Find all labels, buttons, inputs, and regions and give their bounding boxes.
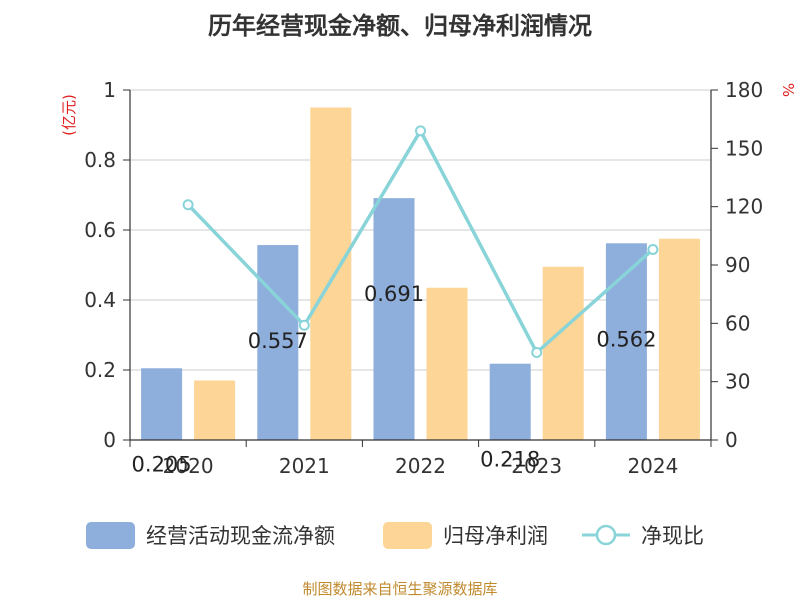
- bar-cashflow: [141, 368, 183, 440]
- x-tick-label: 2021: [279, 454, 330, 478]
- ratio-point: [531, 347, 543, 358]
- axes: 0 0.2 0.4 0.6 0.8 1 0 30 60 90 120 150 180 2020 2021 20…: [60, 78, 797, 478]
- x-tick-label: 2022: [395, 454, 446, 478]
- ratio-point: [298, 319, 310, 331]
- y2-tick-label: 0: [725, 428, 738, 452]
- ratio-point: [182, 199, 194, 211]
- legend-swatch-cashflow: [86, 522, 135, 549]
- bar-cashflow: [605, 243, 647, 440]
- bar-net-profit: [194, 380, 236, 440]
- legend-marker-ratio: [595, 524, 617, 546]
- data-label-cashflow: 0.557: [248, 329, 308, 353]
- y-tick-label: 1: [103, 78, 116, 102]
- y-tick-label: 0: [103, 428, 116, 452]
- legend-swatch-net-profit: [383, 522, 432, 549]
- y-tick-label: 0.6: [84, 218, 116, 242]
- y-axis-title: (亿元): [60, 94, 78, 136]
- legend-label-ratio: 净现比: [641, 524, 704, 548]
- y-tick-label: 0.2: [84, 358, 116, 382]
- ratio-point: [647, 243, 659, 255]
- y2-tick-label: 120: [725, 195, 763, 219]
- ratio-line-series: [182, 125, 659, 358]
- bar-net-profit: [426, 287, 468, 440]
- y-tick-label: 0.8: [84, 148, 116, 172]
- data-label-cashflow: 0.218: [480, 448, 540, 472]
- legend: 经营活动现金流净额 归母净利润 净现比: [86, 522, 704, 549]
- ratio-point: [415, 125, 426, 137]
- source-note: 制图数据来自恒生聚源数据库: [302, 580, 498, 598]
- bar-cashflow: [489, 363, 531, 440]
- data-label-cashflow: 0.205: [132, 452, 192, 476]
- legend-label-net-profit: 归母净利润: [443, 524, 548, 548]
- data-label-cashflow: 0.691: [364, 282, 424, 306]
- bar-cashflow: [257, 245, 299, 440]
- chart-title: 历年经营现金净额、归母净利润情况: [208, 12, 592, 40]
- bar-net-profit: [310, 107, 352, 440]
- bar-net-profit: [658, 238, 700, 440]
- x-tick-label: 2024: [627, 454, 678, 478]
- legend-label-cashflow: 经营活动现金流净额: [146, 524, 335, 548]
- data-labels: 0.205 0.557 0.691 0.218 0.562: [132, 282, 657, 476]
- y2-tick-label: 90: [725, 253, 750, 277]
- y2-tick-label: 180: [725, 78, 763, 102]
- bar-cashflow: [373, 198, 415, 440]
- y2-axis-title: %: [779, 83, 797, 97]
- y2-tick-label: 150: [725, 136, 763, 160]
- x-tick-label: 2020: [163, 454, 214, 478]
- data-label-cashflow: 0.562: [596, 327, 656, 351]
- y2-tick-label: 60: [725, 311, 750, 335]
- y2-tick-label: 30: [725, 370, 750, 394]
- y-tick-label: 0.4: [84, 288, 116, 312]
- bar-net-profit: [542, 266, 584, 440]
- bar-series: [141, 107, 700, 440]
- x-tick-label: 2023: [511, 454, 562, 478]
